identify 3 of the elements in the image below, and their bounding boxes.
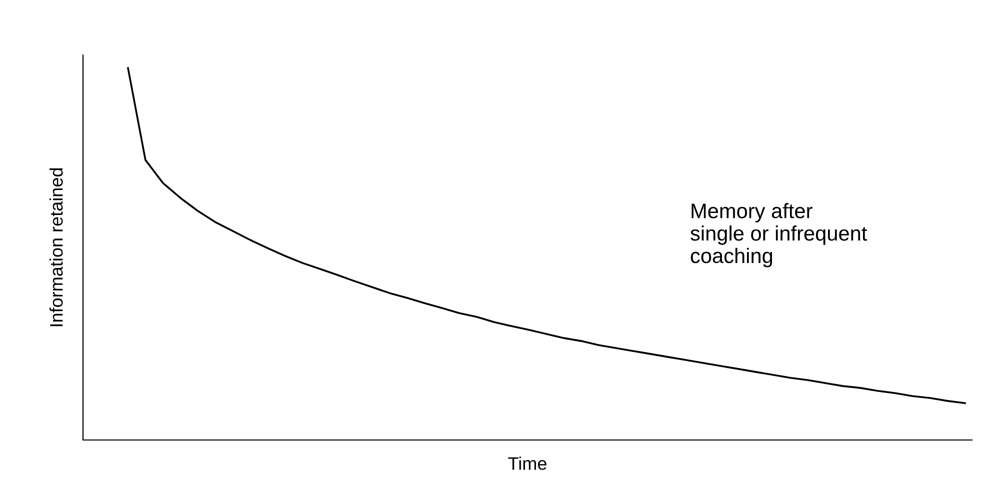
y-axis-title: Information retained (50, 168, 63, 326)
x-axis-title: Time (508, 456, 546, 470)
annotation: Memory after single or infrequent coaching (690, 203, 868, 268)
